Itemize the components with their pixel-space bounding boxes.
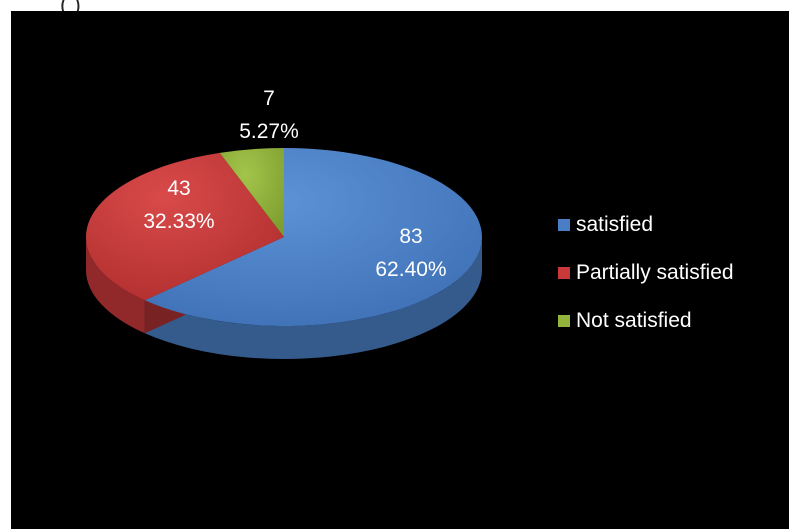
data-label-value-partially-satisfied: 43: [167, 177, 190, 200]
legend-swatch-satisfied: [558, 219, 570, 231]
chart-panel: 83 62.40% 43 32.33% 7 5.27% satisfied Partial…: [11, 11, 789, 529]
data-label-percent-satisfied: 62.40%: [375, 258, 446, 281]
data-label-percent-not-satisfied: 5.27%: [239, 120, 299, 143]
legend-item-not-satisfied: Not satisfied: [558, 309, 734, 333]
pie-slice-satisfied: [144, 148, 482, 326]
pie-chart: 83 62.40% 43 32.33% 7 5.27%: [85, 87, 482, 360]
pie-side-partially-satisfied: [86, 237, 145, 334]
pie-labels: 83 62.40% 43 32.33% 7 5.27%: [143, 87, 446, 281]
legend: satisfied Partially satisfied Not satisf…: [558, 213, 734, 357]
pie-side-satisfied: [144, 237, 482, 360]
legend-swatch-not-satisfied: [558, 315, 570, 327]
legend-label-partially-satisfied: Partially satisfied: [576, 261, 734, 284]
pie-slice-partially-satisfied: [85, 152, 285, 301]
pie-slice-not-satisfied: [219, 148, 284, 237]
legend-label-satisfied: satisfied: [576, 213, 654, 236]
legend-swatch-partially-satisfied: [558, 267, 570, 279]
legend-label-not-satisfied: Not satisfied: [576, 309, 692, 332]
pie-tops: [85, 148, 482, 326]
data-label-value-satisfied: 83: [399, 225, 422, 248]
legend-item-satisfied: satisfied: [558, 213, 734, 237]
legend-item-partially-satisfied: Partially satisfied: [558, 261, 734, 285]
data-label-value-not-satisfied: 7: [263, 87, 275, 110]
data-label-percent-partially-satisfied: 32.33%: [143, 210, 214, 233]
